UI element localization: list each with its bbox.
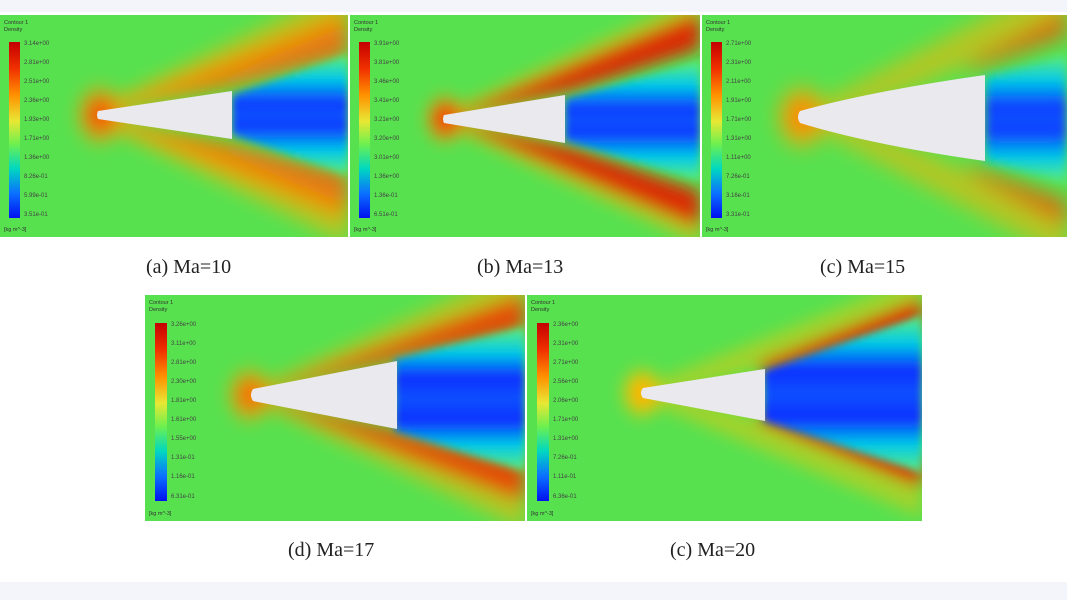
legend-tick: 1.93e+00 <box>24 117 50 123</box>
legend-tick: 1.71e+00 <box>553 417 579 423</box>
legend-tick: 6.36e-01 <box>553 494 577 500</box>
legend-tick: 2.81e+00 <box>24 60 50 66</box>
legend-tick: 2.30e+00 <box>171 379 197 385</box>
legend-title-line2: Density <box>706 27 725 33</box>
legend-tick: 1.71e+00 <box>24 136 50 142</box>
legend-tick: 1.81e+00 <box>171 398 197 404</box>
colorbar-b <box>359 42 370 218</box>
density-contour-a: Contour 1 Density 3.14e+00 2.81e+00 2.51… <box>0 15 348 237</box>
legend-title-line1: Contour 1 <box>706 20 730 26</box>
legend-tick: 1.71e+00 <box>726 117 752 123</box>
colorbar-c <box>711 42 722 218</box>
legend-title-line2: Density <box>354 27 373 33</box>
legend-tick: 1.55e+00 <box>171 436 197 442</box>
density-contour-b: Contour 1 Density 3.91e+00 3.81e+00 3.46… <box>350 15 700 237</box>
legend-tick: 2.31e+00 <box>726 60 752 66</box>
legend-tick: 7.26e-01 <box>726 174 750 180</box>
legend-tick: 2.36e+00 <box>553 322 579 328</box>
legend-tick: 5.99e-01 <box>24 193 48 199</box>
contour-panel-e: Contour 1 Density 2.36e+00 2.31e+00 2.71… <box>527 295 922 521</box>
legend-tick: 2.71e+00 <box>553 360 579 366</box>
caption-d: (d) Ma=17 <box>288 539 375 561</box>
colorbar-e <box>537 323 549 501</box>
legend-tick: 1.11e+00 <box>726 155 751 161</box>
legend-title-line2: Density <box>149 307 168 313</box>
caption-e: (c) Ma=20 <box>670 539 756 561</box>
legend-tick: 1.36e+00 <box>374 174 400 180</box>
legend-tick: 1.91e+00 <box>726 98 752 104</box>
contour-panel-b: Contour 1 Density 3.91e+00 3.81e+00 3.46… <box>350 15 700 237</box>
legend-tick: 7.26e-01 <box>553 455 577 461</box>
legend-tick: 1.36e-01 <box>374 193 398 199</box>
legend-tick: 2.51e+00 <box>24 79 50 85</box>
legend-title-line1: Contour 1 <box>531 300 555 306</box>
legend-tick: 3.46e+00 <box>374 79 400 85</box>
legend-title-line1: Contour 1 <box>149 300 173 306</box>
caption-b: (b) Ma=13 <box>477 256 564 278</box>
legend-tick: 3.16e-01 <box>726 193 750 199</box>
legend-tick: 2.06e+00 <box>553 398 579 404</box>
caption-a: (a) Ma=10 <box>146 256 232 278</box>
legend-tick: 3.91e+00 <box>374 41 400 47</box>
legend-tick: 3.11e+00 <box>171 341 196 347</box>
density-contour-e: Contour 1 Density 2.36e+00 2.31e+00 2.71… <box>527 295 922 521</box>
legend-tick: 3.20e+00 <box>374 136 400 142</box>
legend-title-line1: Contour 1 <box>354 20 378 26</box>
legend-tick: 3.51e-01 <box>24 212 48 218</box>
colorbar-d <box>155 323 167 501</box>
colorbar-a <box>9 42 20 218</box>
legend-tick: 6.51e-01 <box>374 212 398 218</box>
legend-tick: 2.31e+00 <box>553 341 579 347</box>
legend-tick: 6.31e-01 <box>171 494 195 500</box>
caption-c: (c) Ma=15 <box>820 256 906 278</box>
legend-unit: [kg m^-3] <box>531 511 554 517</box>
legend-tick: 3.26e+00 <box>171 322 197 328</box>
legend-tick: 1.16e-01 <box>171 474 195 480</box>
legend-tick: 3.81e+00 <box>374 60 400 66</box>
legend-title-line1: Contour 1 <box>4 20 28 26</box>
legend-unit: [kg m^-3] <box>354 227 377 233</box>
contour-panel-d: Contour 1 Density 3.26e+00 3.11e+00 2.81… <box>145 295 525 521</box>
legend-tick: 8.26e-01 <box>24 174 48 180</box>
legend-tick: 2.11e+00 <box>726 79 751 85</box>
legend-tick: 2.81e+00 <box>171 360 197 366</box>
legend-tick: 1.31e+00 <box>726 136 752 142</box>
legend-tick: 1.31e-01 <box>171 455 195 461</box>
legend-tick: 2.56e+00 <box>553 379 579 385</box>
density-contour-d: Contour 1 Density 3.26e+00 3.11e+00 2.81… <box>145 295 525 521</box>
legend-tick: 3.14e+00 <box>24 41 50 47</box>
legend-tick: 1.31e+00 <box>553 436 579 442</box>
legend-unit: [kg m^-3] <box>706 227 729 233</box>
legend-tick: 1.11e-01 <box>553 474 577 480</box>
legend-tick: 3.41e+00 <box>374 98 400 104</box>
legend-unit: [kg m^-3] <box>4 227 27 233</box>
legend-tick: 1.36e+00 <box>24 155 50 161</box>
legend-tick: 3.01e+00 <box>374 155 400 161</box>
contour-panel-a: Contour 1 Density 3.14e+00 2.81e+00 2.51… <box>0 15 348 237</box>
legend-tick: 1.61e+00 <box>171 417 197 423</box>
legend-unit: [kg m^-3] <box>149 511 172 517</box>
legend-title-line2: Density <box>4 27 23 33</box>
legend-tick: 3.21e+00 <box>374 117 400 123</box>
density-contour-c: Contour 1 Density 2.71e+00 2.31e+00 2.11… <box>702 15 1067 237</box>
legend-tick: 2.36e+00 <box>24 98 50 104</box>
legend-tick: 3.31e-01 <box>726 212 750 218</box>
contour-panel-c: Contour 1 Density 2.71e+00 2.31e+00 2.11… <box>702 15 1067 237</box>
legend-title-line2: Density <box>531 307 550 313</box>
legend-tick: 2.71e+00 <box>726 41 752 47</box>
